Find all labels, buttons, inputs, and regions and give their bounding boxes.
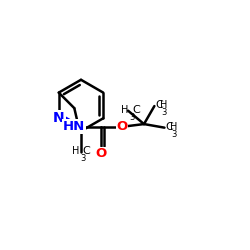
- Text: O: O: [116, 120, 128, 133]
- Text: H: H: [170, 122, 177, 132]
- Text: C: C: [132, 105, 140, 115]
- Text: H: H: [121, 105, 128, 115]
- Text: H: H: [72, 146, 79, 156]
- Text: N: N: [53, 111, 64, 125]
- Text: H: H: [160, 100, 167, 110]
- Text: C: C: [166, 122, 173, 132]
- Text: 3: 3: [130, 113, 135, 122]
- Text: 3: 3: [171, 130, 177, 139]
- Text: 3: 3: [80, 154, 86, 163]
- Text: C: C: [83, 146, 90, 156]
- Text: O: O: [96, 147, 107, 160]
- Text: C: C: [155, 100, 163, 110]
- Text: HN: HN: [63, 120, 86, 133]
- Text: 3: 3: [161, 108, 166, 117]
